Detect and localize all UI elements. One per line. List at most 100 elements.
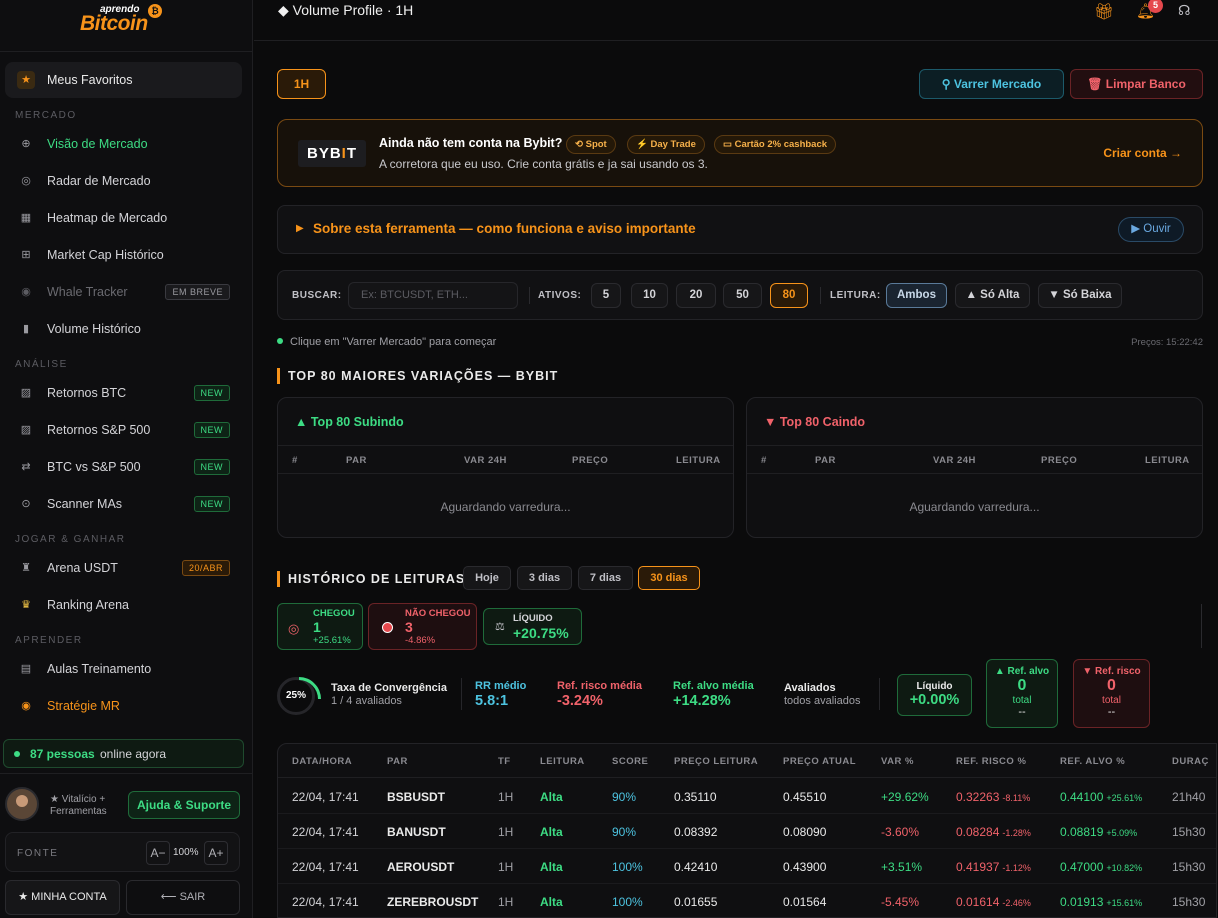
sidebar-item-label: Aulas Treinamento [47,662,152,676]
bybit-promo: BYBIT Ainda não tem conta na Bybit? ⟲ Sp… [277,119,1203,187]
net-box-label: Líquido [916,681,953,692]
reading-option[interactable]: ▲ Só Alta [955,283,1030,308]
cell-tf: 1H [498,790,514,804]
period-option[interactable]: 7 dias [578,566,633,590]
cell-score: 90% [612,825,637,839]
listen-button[interactable]: ▶ Ouvir [1118,217,1184,242]
clear-label: Limpar Banco [1105,77,1186,91]
avatar[interactable] [5,787,39,821]
user-plan: ★ Vitalício + Ferramentas [50,794,107,817]
stat-hit-label: CHEGOU [313,608,355,619]
rr-value: 5.8:1 [475,693,509,709]
col-header: SCORE [612,756,649,767]
bybit-logo: BYBIT [298,140,366,167]
reading-option[interactable]: ▼ Só Baixa [1038,283,1122,308]
bell-icon[interactable]: 🔔︎ 5 [1136,0,1163,20]
filter-bar: BUSCAR: Ex: BTCUSDT, ETH... ATIVOS: 5 10… [277,270,1203,320]
stat-net: ⚖ LÍQUIDO +20.75% [483,608,582,645]
headset-icon[interactable]: ☊ [1178,2,1191,18]
ref-risk-value: 0 [1107,677,1116,694]
period-option[interactable]: 3 dias [517,566,572,590]
chip-day-trade: ⚡ Day Trade [627,135,705,154]
table-row[interactable]: 22/04, 17:41 BANUSDT 1H Alta 90% 0.08392 0.080… [278,814,1216,849]
assets-option[interactable]: 5 [591,283,621,308]
target-icon: ◉ [21,700,31,712]
cell-price-read: 0.08392 [674,825,718,839]
table-row[interactable]: 22/04, 17:41 AEROUSDT 1H Alta 100% 0.42410 0.4… [278,849,1216,884]
sidebar-item-retornos-sp500[interactable]: ▨ Retornos S&P 500 NEW [15,415,240,445]
create-account-link[interactable]: Criar conta → [1103,146,1182,160]
new-badge: NEW [193,422,230,438]
evaluated-label: Avaliados [784,682,836,694]
sidebar-item-label: Volume Histórico [47,322,141,336]
table-icon: ⊞ [21,249,31,261]
font-increase-button[interactable]: A+ [204,841,228,865]
timeframe-button[interactable]: 1H [277,69,326,99]
divider [0,51,252,52]
sidebar-item-label: Market Cap Histórico [47,248,164,262]
assets-option[interactable]: 20 [676,283,716,308]
arena-icon: ♜ [21,562,31,574]
scan-market-button[interactable]: ⚲ Varrer Mercado [919,69,1064,99]
sidebar-item-heatmap[interactable]: ▦ Heatmap de Mercado [15,203,240,233]
sidebar-item-ranking-arena[interactable]: ♛ Ranking Arena [15,590,240,620]
sidebar-item-strategie-mr[interactable]: ◉ Stratégie MR [15,691,240,721]
sidebar-item-btc-vs-sp500[interactable]: ⇄ BTC vs S&P 500 NEW [15,452,240,482]
clear-db-button[interactable]: 🗑︎ Limpar Banco [1070,69,1203,99]
assets-option[interactable]: 50 [723,283,762,308]
risk-avg-label: Ref. risco média [557,680,642,692]
period-option-selected[interactable]: 30 dias [638,566,700,590]
sidebar-item-visao-mercado[interactable]: ⊕ Visão de Mercado [15,129,240,159]
sidebar-item-label: Whale Tracker [47,285,128,299]
sidebar-item-label: BTC vs S&P 500 [47,460,141,474]
history-table: DATA/HORA PAR TF LEITURA SCORE PREÇO LEI… [277,743,1217,918]
chip-cashback: ▭ Cartão 2% cashback [714,135,837,154]
assets-option-selected[interactable]: 80 [770,283,808,308]
logout-button[interactable]: ⟵ SAIR [126,880,240,915]
gift-icon[interactable]: 🎁︎ [1094,4,1115,21]
stat-hit-pct: +25.61% [313,635,351,646]
ref-target-value: 0 [1017,677,1027,694]
divider [879,678,880,710]
font-label: FONTE [17,848,59,859]
account-button[interactable]: ★ MINHA CONTA [5,880,120,915]
cell-date: 22/04, 17:41 [292,825,359,839]
sidebar-item-label: Ranking Arena [47,598,130,612]
reading-option-selected[interactable]: Ambos [886,283,947,308]
sidebar-item-aulas[interactable]: ▤ Aulas Treinamento [15,654,240,684]
sidebar-item-scanner-mas[interactable]: ⊙ Scanner MAs NEW [15,489,240,519]
period-option[interactable]: Hoje [463,566,511,590]
sidebar-item-arena-usdt[interactable]: ♜ Arena USDT 20/ABR [15,553,240,583]
cell-reading: Alta [540,860,563,874]
divider [1201,604,1202,648]
cell-tf: 1H [498,895,514,909]
swap-icon: ⇄ [21,461,31,473]
assets-option[interactable]: 10 [631,283,668,308]
search-input[interactable]: Ex: BTCUSDT, ETH... [348,282,518,309]
sidebar-item-retornos-btc[interactable]: ▨ Retornos BTC NEW [15,378,240,408]
cell-price-read: 0.01655 [674,895,718,909]
about-tool-panel[interactable]: ▶ Sobre esta ferramenta — como funciona … [277,205,1203,254]
prices-timestamp: Preços: 15:22:42 [1131,337,1203,348]
sidebar-item-favorites[interactable]: ★ Meus Favoritos [5,62,242,98]
logo[interactable]: aprendo Bitcoin ₿ [80,2,170,36]
top-up-panel: ▲ Top 80 Subindo # PAR VAR 24H PREÇO LEI… [277,397,734,538]
table-row[interactable]: 22/04, 17:41 ZEREBROUSDT 1H Alta 100% 0.01655… [278,884,1216,917]
section-mercado: MERCADO [15,110,77,121]
cell-target: 0.44100 +25.61% [1060,790,1143,804]
sidebar-item-radar[interactable]: ◎ Radar de Mercado [15,166,240,196]
rr-label: RR médio [475,680,527,692]
ref-risk-dash: -- [1107,706,1116,718]
assets-label: ATIVOS: [538,290,582,301]
online-indicator: 87 pessoas online agora [3,739,244,768]
ref-target-dash: -- [1018,706,1026,718]
font-decrease-button[interactable]: A− [146,841,170,865]
status-dot-icon [277,338,283,344]
help-button[interactable]: Ajuda & Suporte [128,791,240,819]
sidebar-item-market-cap[interactable]: ⊞ Market Cap Histórico [15,240,240,270]
section-aprender: APRENDER [15,635,83,646]
table-row[interactable]: 22/04, 17:41 BSBUSDT 1H Alta 90% 0.35110 0.455… [278,779,1216,814]
cell-dur: 15h30 [1172,860,1206,874]
sidebar-item-volume-historico[interactable]: ▮ Volume Histórico [15,314,240,344]
cell-var: -5.45% [881,895,920,909]
